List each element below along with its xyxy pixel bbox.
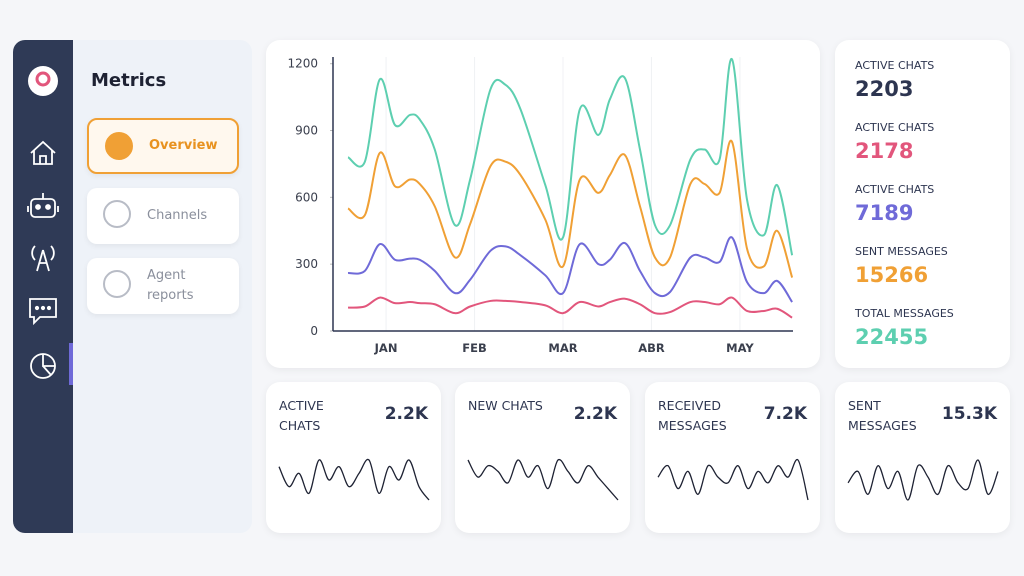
sparkline (657, 458, 809, 501)
metric-card: ACTIVE CHATS 2.2K (266, 382, 441, 533)
icon-rail (13, 40, 73, 533)
stat-value: 15266 (855, 263, 929, 287)
x-tick-label: MAY (726, 341, 754, 355)
x-tick-label: JAN (374, 341, 398, 355)
series-line (347, 296, 793, 319)
stat-label: ACTIVE CHATS (855, 183, 935, 196)
card-label: RECEIVED MESSAGES (658, 398, 727, 433)
channel-icon[interactable] (31, 245, 55, 272)
card-value: 7.2K (763, 404, 807, 424)
sparkline-line (467, 458, 619, 501)
y-tick-label: 900 (295, 124, 318, 138)
series-line (347, 58, 794, 256)
x-tick-label: FEB (462, 341, 486, 355)
menu-label: Channels (147, 208, 208, 223)
sparkline-line (847, 459, 999, 501)
menu-item[interactable]: Channels (87, 188, 239, 244)
card-label: ACTIVE CHATS (279, 398, 324, 433)
metric-card: NEW CHATS 2.2K (455, 382, 630, 533)
card-label: SENT MESSAGES (848, 398, 917, 433)
x-tick-label: ABR (638, 341, 665, 355)
series-line (347, 236, 793, 303)
metric-card: SENT MESSAGES 15.3K (835, 382, 1010, 533)
card-value: 2.2K (573, 404, 617, 424)
stat-value: 2178 (855, 139, 914, 163)
menu-icon (105, 132, 133, 160)
logo (28, 66, 58, 96)
active-indicator (69, 343, 73, 385)
x-tick-label: MAR (548, 341, 577, 355)
menu-item[interactable]: Agent reports (87, 258, 239, 314)
stat-value: 7189 (855, 201, 914, 225)
home-icon[interactable] (30, 140, 56, 165)
sparkline (467, 458, 619, 501)
icon-shape (103, 200, 131, 228)
series-line (347, 139, 794, 278)
stat-value: 22455 (855, 325, 929, 349)
y-tick-label: 0 (310, 324, 318, 338)
stat-value: 2203 (855, 77, 914, 101)
stat-label: ACTIVE CHATS (855, 121, 935, 134)
card-label: NEW CHATS (468, 398, 543, 413)
sparkline-line (657, 458, 809, 501)
y-tick-label: 1200 (287, 57, 318, 71)
rail-icons (27, 66, 73, 385)
card-value: 15.3K (941, 404, 997, 424)
icon-shape (105, 132, 133, 160)
stat-label: SENT MESSAGES (855, 245, 948, 258)
logo-mark (35, 71, 51, 87)
sparkline-line (278, 458, 430, 501)
menu-icon (103, 200, 131, 228)
y-tick-label: 300 (295, 257, 318, 271)
nav-icons (27, 140, 59, 379)
chat-icon[interactable] (29, 298, 57, 326)
menu-label: Agent reports (147, 268, 194, 303)
panel-title: Metrics (91, 70, 167, 91)
stat-label: ACTIVE CHATS (855, 59, 935, 72)
sparkline (847, 459, 999, 501)
metric-card: RECEIVED MESSAGES 7.2K (645, 382, 820, 533)
stats-card: ACTIVE CHATS 2203 ACTIVE CHATS 2178 ACTIVE C… (835, 40, 1010, 368)
menu-icon (103, 270, 131, 298)
line-chart: 0 300 600 900 1200 JAN FEB MAR ABR MAY (287, 57, 794, 355)
bot-icon[interactable] (30, 198, 56, 218)
y-tick-label: 600 (295, 190, 318, 204)
menu-label: Overview (149, 138, 218, 153)
icon-shape (103, 270, 131, 298)
stat-label: TOTAL MESSAGES (855, 307, 954, 320)
sparkline (278, 458, 430, 501)
card-value: 2.2K (384, 404, 428, 424)
menu-item[interactable]: Overview (87, 118, 239, 174)
chart-card: 0 300 600 900 1200 JAN FEB MAR ABR MAY (266, 40, 820, 368)
